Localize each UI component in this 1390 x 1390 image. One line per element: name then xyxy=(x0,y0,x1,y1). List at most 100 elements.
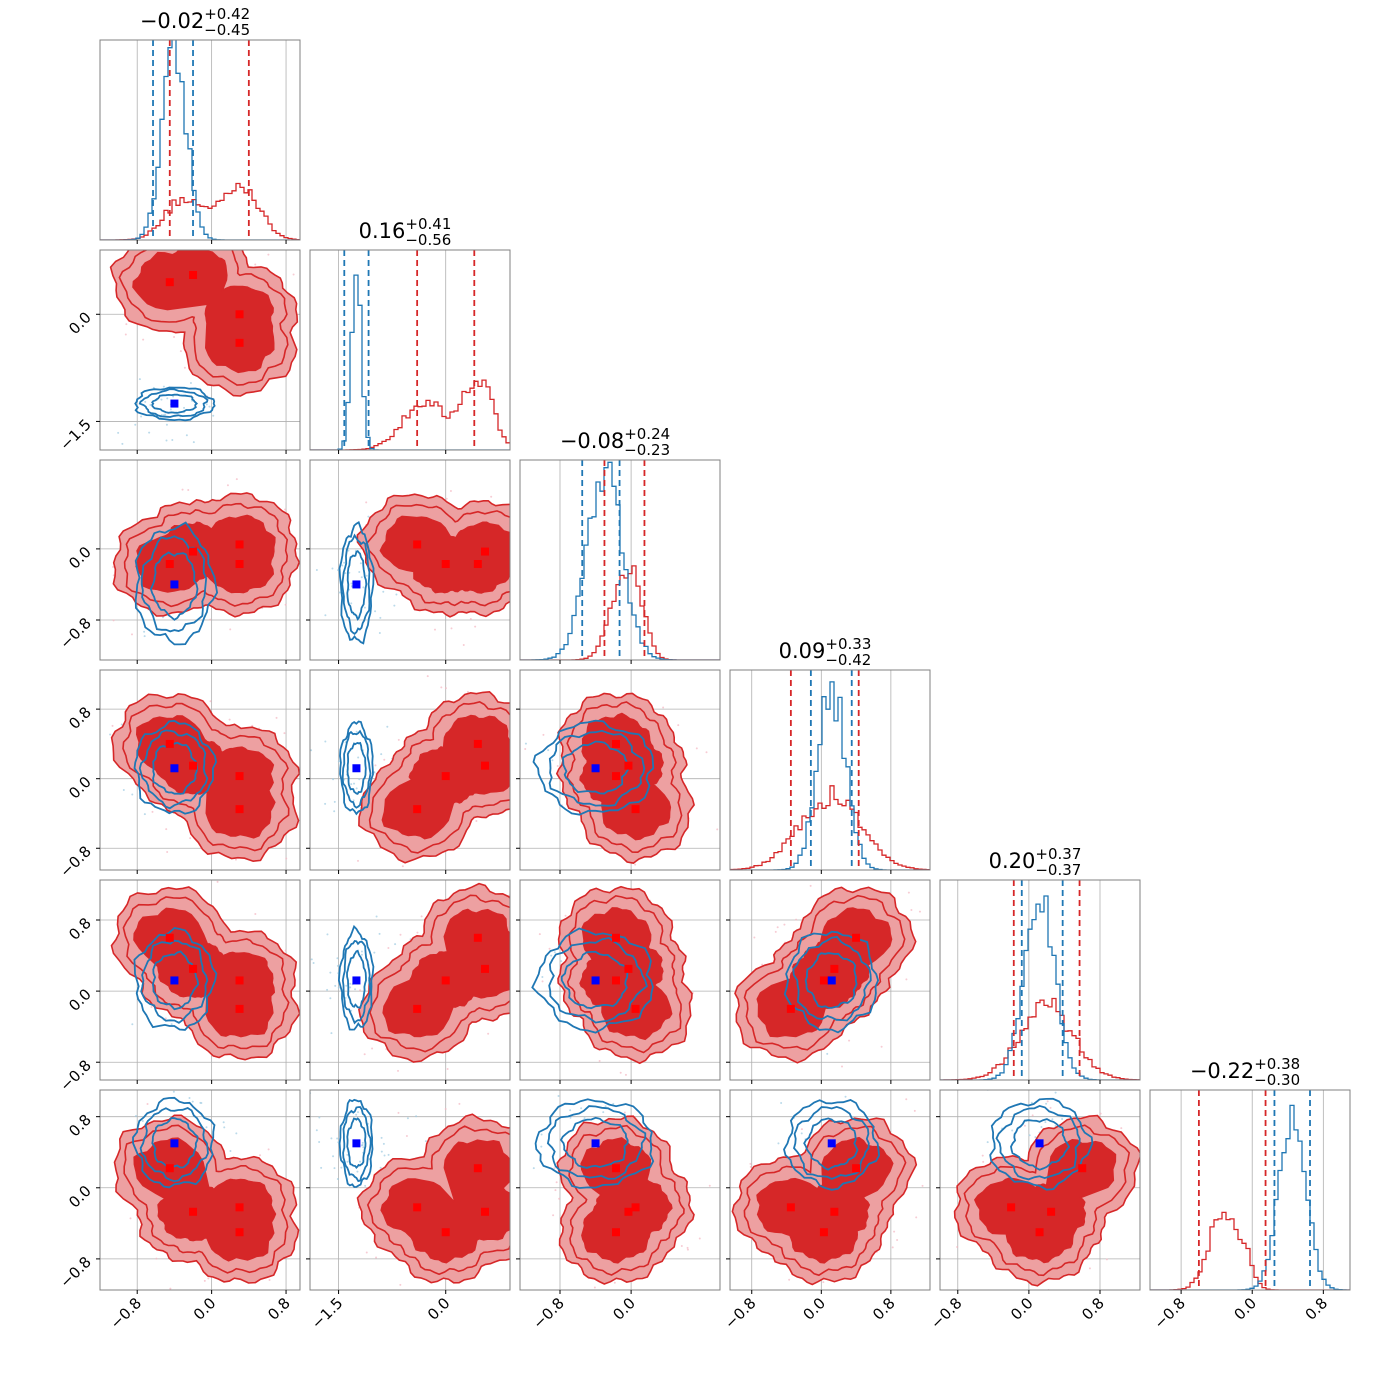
blue-sample-dot xyxy=(310,958,313,961)
panel-content xyxy=(79,248,300,450)
red-sample-dot xyxy=(267,1148,270,1151)
blue-sample-dot xyxy=(380,1136,383,1139)
blue-sample-dot xyxy=(332,778,335,781)
blue-sample-dot xyxy=(134,1115,137,1118)
blue-sample-dot xyxy=(365,574,368,577)
blue-sample-dot xyxy=(134,423,137,426)
blue-sample-dot xyxy=(333,800,336,803)
blue-marker xyxy=(827,976,836,985)
blue-sample-dot xyxy=(200,1102,203,1105)
red-sample-dot xyxy=(209,700,212,703)
red-sample-dot xyxy=(541,980,544,983)
red-sample-dot xyxy=(150,1005,153,1008)
red-sample-dot xyxy=(371,1047,374,1050)
blue-sample-dot xyxy=(355,787,358,790)
hist-panel-5: −0.22+0.38 −0.30 −0.8 0.0 0.8 xyxy=(1149,1055,1351,1333)
panel-content xyxy=(100,670,300,870)
blue-sample-dot xyxy=(363,606,366,609)
blue-sample-dot xyxy=(161,616,164,619)
y-tick-label: 0.0 xyxy=(65,985,95,1015)
blue-sample-dot xyxy=(357,756,360,759)
blue-contour-outer xyxy=(338,520,375,645)
red-sample-dot xyxy=(375,1256,378,1259)
blue-sample-dot xyxy=(109,733,112,736)
blue-sample-dot xyxy=(583,1117,586,1120)
red-marker xyxy=(481,1207,489,1216)
blue-sample-dot xyxy=(1045,1102,1048,1105)
red-sample-dot xyxy=(165,828,168,831)
blue-sample-dot xyxy=(524,742,527,745)
blue-sample-dot xyxy=(361,1141,364,1144)
x-tick-label: −0.8 xyxy=(529,1294,567,1332)
red-sample-dot xyxy=(761,963,764,966)
red-sample-dot xyxy=(686,1248,689,1251)
red-marker xyxy=(481,547,489,556)
blue-sample-dot xyxy=(373,951,376,954)
blue-sample-dot xyxy=(364,1184,367,1187)
blue-contour-outer xyxy=(534,1098,655,1189)
blue-sample-dot xyxy=(374,610,377,613)
blue-sample-dot xyxy=(183,406,186,409)
blue-sample-dot xyxy=(355,730,358,733)
red-sample-dot xyxy=(240,1333,242,1335)
red-marker xyxy=(235,338,244,347)
blue-sample-dot xyxy=(1054,1091,1057,1094)
panel-frame xyxy=(1149,1089,1351,1291)
blue-sample-dot xyxy=(144,400,147,403)
blue-sample-dot xyxy=(117,431,120,434)
blue-sample-dot xyxy=(235,1132,238,1135)
panel-frame xyxy=(519,879,721,1081)
blue-marker xyxy=(591,764,600,773)
red-sample-dot xyxy=(444,1107,447,1110)
blue-sample-dot xyxy=(171,439,174,442)
blue-sample-dot xyxy=(326,988,329,991)
title-value: −0.22 xyxy=(1190,1059,1254,1083)
panel-2-1 xyxy=(306,459,511,664)
red-sample-dot xyxy=(856,1300,858,1302)
red-sample-dot xyxy=(79,250,81,252)
red-marker xyxy=(189,1207,198,1216)
red-marker xyxy=(473,560,482,568)
red-sample-dot xyxy=(128,454,130,456)
blue-sample-dot xyxy=(844,1095,847,1098)
blue-contour-outer xyxy=(783,1099,881,1191)
red-marker xyxy=(624,761,633,770)
panel-5-0: −0.8 0.0 0.8 −0.8 0.0 0.8 xyxy=(56,1089,301,1335)
red-marker xyxy=(624,1207,633,1216)
blue-sample-dot xyxy=(330,1137,333,1140)
hist-panel-4: 0.20+0.37 −0.37 xyxy=(939,845,1141,1084)
blue-sample-dot xyxy=(986,1141,989,1144)
blue-sample-dot xyxy=(185,434,188,437)
red-sample-dot xyxy=(677,724,680,727)
blue-contour-inner xyxy=(152,741,198,795)
panel-content xyxy=(940,1090,1140,1290)
red-sample-dot xyxy=(556,764,559,767)
red-sample-dot xyxy=(284,508,287,511)
red-sample-dot xyxy=(216,880,219,883)
red-contour-inner xyxy=(579,712,672,841)
red-sample-dot xyxy=(608,1304,610,1306)
x-tick-label: −1.5 xyxy=(308,1294,346,1332)
title-minus: −0.42 xyxy=(825,651,871,669)
panel-5-4: −0.8 0.0 0.8 xyxy=(927,1089,1141,1333)
red-sample-dot xyxy=(445,497,448,500)
blue-sample-dot xyxy=(355,1113,358,1116)
panel-3-0: −0.8 0.0 0.8 xyxy=(56,669,301,881)
red-sample-dot xyxy=(444,687,447,690)
blue-marker xyxy=(591,1139,600,1148)
red-sample-dot xyxy=(921,1184,924,1187)
panel-1-0: −1.5 0.0 xyxy=(56,248,301,454)
red-sample-dot xyxy=(554,1189,557,1192)
red-sample-dot xyxy=(198,248,200,250)
blue-sample-dot xyxy=(612,1102,615,1105)
blue-sample-dot xyxy=(557,1095,560,1098)
blue-contour-inner xyxy=(149,551,199,621)
blue-sample-dot xyxy=(334,984,337,987)
red-sample-dot xyxy=(515,1162,517,1164)
title-plus: +0.38 xyxy=(1254,1055,1300,1073)
red-sample-dot xyxy=(1088,1267,1091,1270)
blue-sample-dot xyxy=(367,515,370,518)
blue-sample-dot xyxy=(359,1160,362,1163)
panel-content xyxy=(730,880,930,1080)
blue-sample-dot xyxy=(166,397,169,400)
